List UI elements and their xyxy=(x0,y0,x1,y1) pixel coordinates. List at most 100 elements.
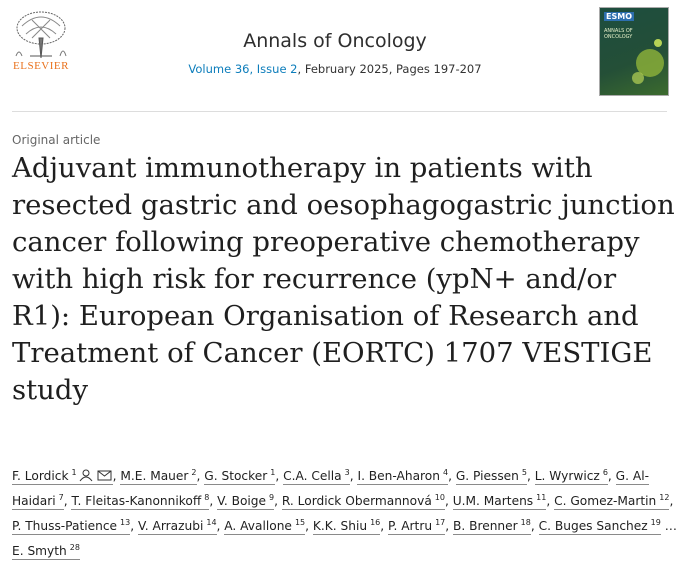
author-name-text: I. Ben-Aharon xyxy=(357,469,440,484)
issue-link[interactable]: Volume 36, Issue 2 xyxy=(188,62,298,76)
separator xyxy=(305,519,309,533)
article-title: Adjuvant immunotherapy in patients with … xyxy=(12,152,675,406)
date-pages: , February 2025, Pages 197-207 xyxy=(297,62,482,76)
author-entry: V. Boige 9 xyxy=(217,493,278,511)
author-name[interactable]: E. Smyth 28 xyxy=(12,543,80,561)
journal-title[interactable]: Annals of Oncology xyxy=(243,30,427,52)
affiliation-ref: 5 xyxy=(521,468,528,477)
affiliation-ref: 11 xyxy=(536,493,547,503)
author-name-text: G. Stocker xyxy=(204,469,268,484)
author-entry: C. Buges Sanchez 19 xyxy=(538,518,661,536)
author-name[interactable]: P. Artru 17 xyxy=(388,518,446,536)
author-name[interactable]: U.M. Martens 11 xyxy=(452,493,547,511)
author-entry: U.M. Martens 11 xyxy=(452,493,550,511)
author-entry: G. Piessen 5 xyxy=(455,468,531,486)
author-name[interactable]: T. Fleitas-Kanonnikoff 8 xyxy=(71,493,210,511)
author-name-text: B. Brenner xyxy=(453,519,518,534)
author-name-text: C.A. Cella xyxy=(283,469,342,484)
separator xyxy=(546,494,550,508)
author-name-text: P. Artru xyxy=(388,519,433,534)
author-name[interactable]: G. Stocker 1 xyxy=(204,468,276,486)
affiliation-ref: 28 xyxy=(69,543,80,553)
affiliation-ref: 15 xyxy=(294,518,306,528)
affiliation-ref: 17 xyxy=(435,518,446,528)
author-entry: K.K. Shiu 16 xyxy=(312,518,384,536)
author-entry: F. Lordick 1 xyxy=(12,468,117,486)
separator xyxy=(445,519,449,533)
author-name-text: E. Smyth xyxy=(12,544,67,559)
author-name-text: C. Buges Sanchez xyxy=(538,519,648,534)
separator xyxy=(217,519,221,533)
author-name[interactable]: M.E. Mauer 2 xyxy=(120,468,197,486)
affiliation-ref: 10 xyxy=(434,493,445,503)
separator xyxy=(608,469,612,483)
affiliation-ref: 14 xyxy=(206,518,217,528)
author-name-text: G. Al-Haidari xyxy=(12,469,649,509)
affiliation-ref: 9 xyxy=(269,493,275,503)
author-name[interactable]: V. Arrazubi 14 xyxy=(137,518,217,536)
author-name[interactable]: P. Thuss-Patience 13 xyxy=(12,518,131,536)
author-icons[interactable] xyxy=(79,469,113,482)
author-name[interactable]: A. Avallone 15 xyxy=(224,518,306,536)
author-name[interactable]: G. Piessen 5 xyxy=(455,468,528,486)
author-name-text: U.M. Martens xyxy=(452,494,534,509)
separator xyxy=(527,469,531,483)
author-entry: P. Thuss-Patience 13 xyxy=(12,518,134,536)
author-entry: T. Fleitas-Kanonnikoff 8 xyxy=(71,493,213,511)
affiliation-ref: 6 xyxy=(602,468,608,477)
separator xyxy=(197,469,201,483)
author-entry: A. Avallone 15 xyxy=(224,518,309,536)
author-entry: P. Artru 17 xyxy=(388,518,449,536)
author-name-text: V. Arrazubi xyxy=(137,519,204,534)
author-name-text: V. Boige xyxy=(217,494,267,509)
affiliation-ref: 2 xyxy=(191,468,197,477)
author-name[interactable]: I. Ben-Aharon 4 xyxy=(357,468,449,486)
author-name[interactable]: B. Brenner 18 xyxy=(453,518,531,536)
author-entry: L. Wyrwicz 6 xyxy=(534,468,612,486)
author-name[interactable]: C. Buges Sanchez 19 xyxy=(538,518,661,536)
separator xyxy=(113,469,117,483)
affiliation-ref: 13 xyxy=(120,518,131,528)
affiliation-ref: 1 xyxy=(71,468,77,477)
author-entry: M.E. Mauer 2 xyxy=(120,468,201,486)
affiliation-ref: 3 xyxy=(344,468,350,477)
separator xyxy=(275,469,279,483)
affiliation-ref: 19 xyxy=(650,518,661,528)
separator xyxy=(209,494,213,508)
author-name-text: F. Lordick xyxy=(12,469,69,484)
author-name[interactable]: L. Wyrwicz 6 xyxy=(534,468,608,486)
author-name[interactable]: C.A. Cella 3 xyxy=(283,468,350,486)
author-entry: G. Al-Haidari 7 xyxy=(12,469,649,511)
publisher-name: ELSEVIER xyxy=(13,60,69,72)
author-entry: C.A. Cella 3 xyxy=(283,468,354,486)
author-name-text: A. Avallone xyxy=(224,519,292,534)
affiliation-ref: 18 xyxy=(520,518,531,528)
affiliation-ref: 8 xyxy=(204,493,210,503)
article-type: Original article xyxy=(12,133,101,147)
affiliation-ref: 12 xyxy=(659,493,670,503)
author-name[interactable]: V. Boige 9 xyxy=(217,493,275,511)
affiliation-ref: 7 xyxy=(58,493,64,503)
affiliation-ref: 4 xyxy=(442,468,449,477)
author-name-text: C. Gomez-Martin xyxy=(554,494,657,509)
separator xyxy=(350,469,354,483)
author-name-text: K.K. Shiu xyxy=(312,519,368,534)
author-name-text: M.E. Mauer xyxy=(120,469,189,484)
author-name[interactable]: G. Al-Haidari 7 xyxy=(12,469,649,511)
truncation[interactable]: … xyxy=(664,519,677,534)
journal-cover[interactable]: ESMO ANNALS OF ONCOLOGY xyxy=(599,7,669,96)
author-name[interactable]: F. Lordick 1 xyxy=(12,468,113,486)
author-entry: G. Stocker 1 xyxy=(204,468,279,486)
separator xyxy=(380,519,384,533)
author-name[interactable]: C. Gomez-Martin 12 xyxy=(554,493,670,511)
author-name[interactable]: R. Lordick Obermannová 10 xyxy=(281,493,445,511)
author-name-text: G. Piessen xyxy=(455,469,519,484)
affiliation-ref: 16 xyxy=(370,518,381,528)
cover-art xyxy=(632,39,664,84)
author-entry: I. Ben-Aharon 4 xyxy=(357,468,452,486)
author-name[interactable]: K.K. Shiu 16 xyxy=(312,518,381,536)
publisher-logo xyxy=(10,8,72,60)
cover-brand: ESMO xyxy=(604,12,634,21)
separator xyxy=(130,519,134,533)
